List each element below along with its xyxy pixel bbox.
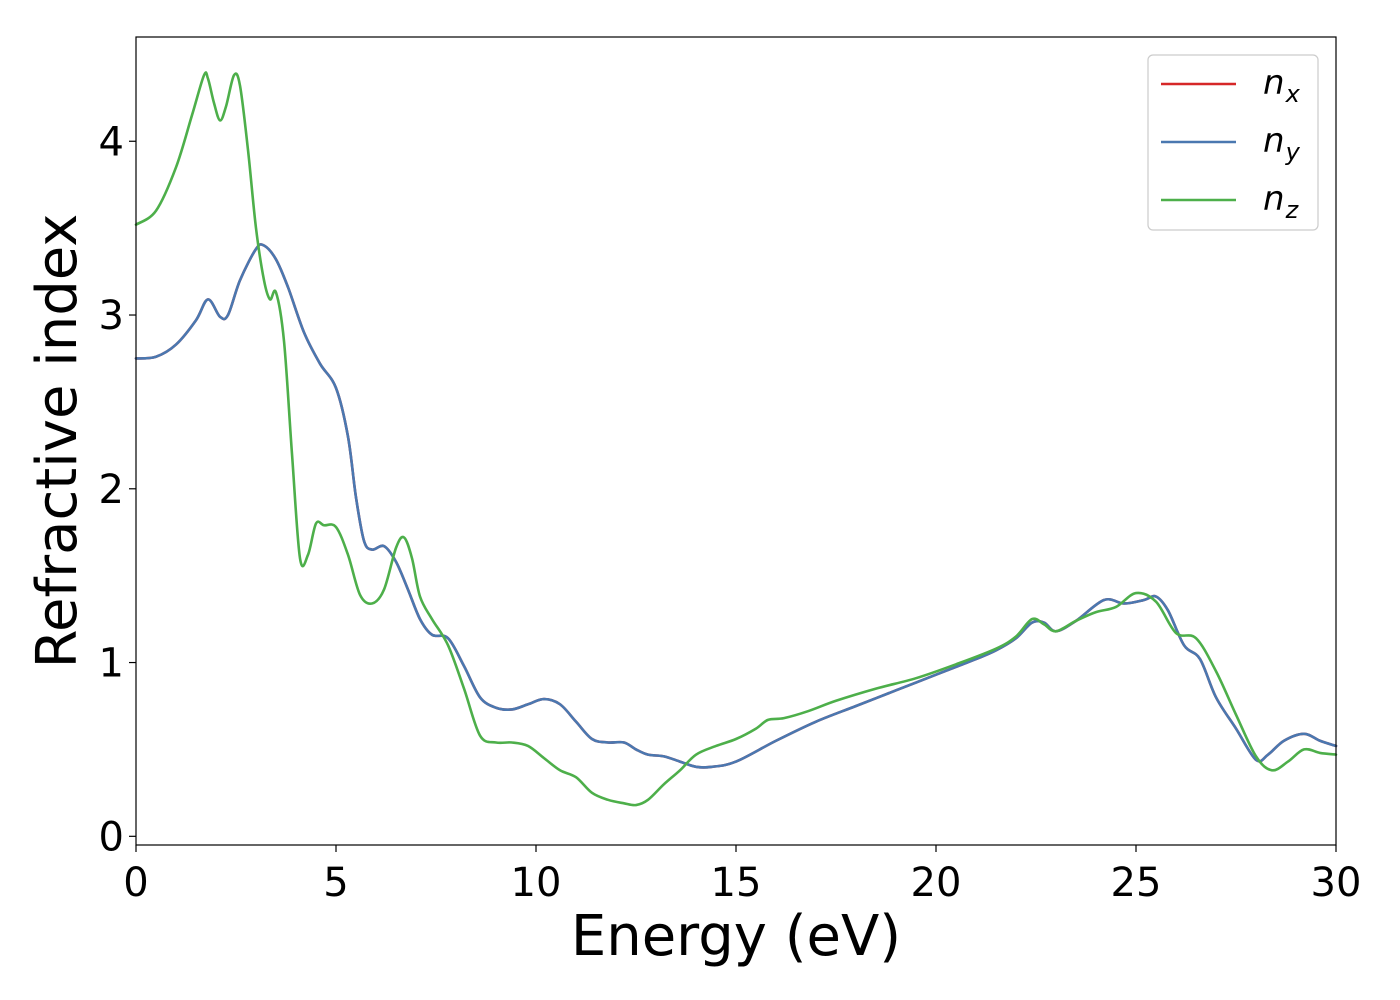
x-axis-title: Energy (eV) bbox=[571, 904, 901, 969]
series-lines bbox=[134, 71, 1338, 807]
x-tick-label: 0 bbox=[123, 860, 148, 906]
legend-label-y: ny bbox=[1263, 121, 1301, 166]
x-tick-label: 15 bbox=[711, 860, 762, 906]
legend-label-subscript: y bbox=[1285, 138, 1301, 166]
x-tick-label: 25 bbox=[1111, 860, 1162, 906]
series-line-z bbox=[134, 71, 1338, 807]
y-axis-ticks: 0 1 2 3 4 bbox=[99, 119, 136, 860]
x-tick-label: 30 bbox=[1311, 860, 1362, 906]
x-tick-label: 20 bbox=[911, 860, 962, 906]
legend-label-main: n bbox=[1263, 121, 1285, 161]
plot-background bbox=[136, 37, 1336, 845]
legend-label-subscript: z bbox=[1285, 196, 1300, 224]
x-tick-label: 10 bbox=[511, 860, 562, 906]
x-tick-label: 5 bbox=[323, 860, 348, 906]
y-tick-label: 1 bbox=[99, 641, 124, 687]
y-axis-title: Refractive index bbox=[25, 214, 90, 669]
x-axis-ticks: 0 5 10 15 20 25 30 bbox=[123, 845, 1361, 906]
legend-label-subscript: x bbox=[1285, 80, 1301, 108]
y-tick-label: 0 bbox=[99, 814, 124, 860]
legend-label-z: nz bbox=[1263, 179, 1300, 224]
legend-label-main: n bbox=[1263, 179, 1285, 219]
y-tick-label: 3 bbox=[99, 293, 124, 339]
legend-label-x: nx bbox=[1263, 63, 1301, 108]
y-tick-label: 2 bbox=[99, 467, 124, 513]
legend-label-main: n bbox=[1263, 63, 1285, 103]
y-tick-label: 4 bbox=[99, 119, 124, 165]
